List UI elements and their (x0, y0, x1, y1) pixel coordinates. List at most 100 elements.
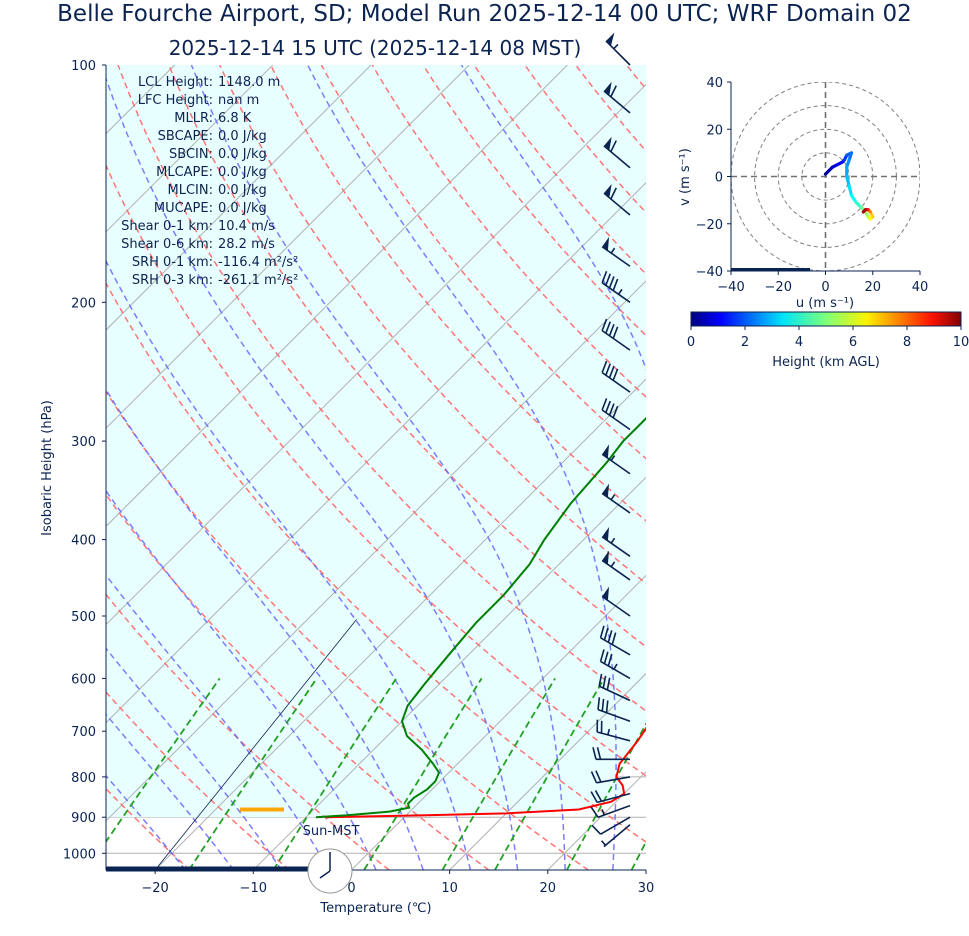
isotherm (252, 476, 646, 870)
dry-adiabat (269, 65, 646, 522)
isotherm (842, 65, 969, 870)
index-value: -116.4 m²/s² (218, 255, 298, 270)
mixing-ratio-line (272, 677, 397, 870)
moist-adiabat (106, 647, 283, 870)
index-value: -261.1 m²/s² (218, 273, 298, 288)
pressure-tick-label: 300 (71, 435, 96, 450)
colorbar-tick-label: 6 (849, 335, 857, 350)
x-axis-label: Temperature (℃) (319, 901, 431, 916)
mixing-ratio-line (106, 677, 221, 844)
index-label: SBCIN: (169, 147, 213, 162)
temperature-tick-label: 0 (347, 881, 355, 896)
wind-barb (599, 625, 631, 656)
wind-barb (601, 236, 631, 267)
pressure-tick-label: 100 (71, 59, 96, 74)
index-label: MLLR: (174, 111, 213, 126)
index-label: LFC Height: (138, 93, 213, 108)
hodograph-trace (847, 184, 854, 197)
wind-barb (601, 398, 631, 431)
pressure-tick-label: 1000 (63, 847, 96, 862)
colorbar-tick-label: 2 (741, 335, 749, 350)
isotherm (106, 65, 372, 331)
chart-title: Belle Fourche Airport, SD; Model Run 202… (57, 1, 912, 27)
isotherm (0, 65, 76, 870)
wind-barb (590, 790, 631, 804)
wind-barb (605, 32, 631, 66)
isotherm (106, 83, 646, 626)
mixing-ratio-line (566, 722, 646, 870)
index-label: MLCAPE: (156, 165, 213, 180)
mixing-ratio-line (441, 677, 556, 870)
temperature-tick-label: −10 (240, 881, 267, 896)
isotherm (106, 182, 646, 724)
wind-barb (601, 270, 631, 303)
mixing-ratio-line (363, 677, 483, 870)
index-label: LCL Height: (138, 75, 213, 90)
isotherm (645, 869, 646, 870)
colorbar-tick-label: 0 (687, 335, 695, 350)
pressure-tick-label: 500 (71, 610, 96, 625)
isotherm (106, 65, 568, 528)
parcel-path (154, 619, 357, 870)
index-label: SRH 0-1 km: (132, 255, 213, 270)
index-value: 0.0 J/kg (218, 201, 267, 216)
index-value: 0.0 J/kg (218, 147, 267, 162)
wind-barb (603, 81, 631, 114)
colorbar-tick-label: 4 (795, 335, 803, 350)
mixing-ratio-line (494, 677, 605, 870)
index-value: 0.0 J/kg (218, 183, 267, 198)
temperature-tick-label: −20 (141, 881, 168, 896)
colorbar-label: Height (km AGL) (772, 355, 880, 370)
colorbar-tick-label: 10 (953, 335, 969, 350)
moist-adiabat (106, 259, 472, 870)
hodograph-x-tick-label: −40 (717, 280, 744, 295)
height-colorbar: 0 2 4 6 8 10 Height (km AGL) (687, 311, 969, 370)
index-value: 1148.0 m (218, 75, 280, 90)
dry-adiabat (422, 65, 646, 337)
isotherm (106, 280, 646, 822)
wind-barb (601, 824, 631, 848)
hodograph-x-tick-label: −20 (765, 280, 792, 295)
pressure-tick-label: 900 (71, 811, 96, 826)
temperature-tick-label: 30 (638, 881, 655, 896)
dewpoint-profile (315, 416, 646, 819)
hodograph-x-label: u (m s⁻¹) (796, 296, 854, 311)
wind-barb (601, 444, 631, 475)
moist-adiabat (106, 388, 424, 870)
wind-barb (596, 719, 631, 742)
wind-barb (590, 804, 631, 819)
index-label: Shear 0-1 km: (121, 219, 213, 234)
hodograph-y-label: v (m s⁻¹) (678, 148, 693, 206)
hodograph-y-tick-label: 0 (715, 171, 723, 186)
wind-barb (601, 318, 631, 351)
mixing-ratio-line (679, 678, 776, 870)
isotherm (744, 65, 969, 870)
isotherm (154, 378, 646, 870)
index-value: 28.2 m/s (218, 237, 275, 252)
wind-barb (601, 550, 631, 581)
clock-icon (307, 848, 353, 894)
index-label: SRH 0-3 km: (132, 273, 213, 288)
wind-barb (598, 673, 631, 702)
dry-adiabat (106, 281, 646, 843)
wind-barb (591, 816, 631, 835)
index-label: SBCAPE: (158, 129, 213, 144)
chart-subtitle: 2025-12-14 15 UTC (2025-12-14 08 MST) (168, 36, 582, 60)
wind-barb (603, 183, 631, 216)
wind-barb (601, 360, 631, 393)
mixing-ratio-line (188, 677, 318, 870)
plot-content (0, 65, 969, 870)
dry-adiabat (106, 163, 646, 777)
colorbar-tick-label: 8 (903, 335, 911, 350)
moist-adiabat (106, 713, 235, 870)
pressure-tick-label: 400 (71, 534, 96, 549)
temperature-tick-label: 10 (441, 881, 458, 896)
isotherm (106, 65, 274, 233)
index-label: MLCIN: (168, 183, 213, 198)
sun-mst-label: Sun-MST (303, 824, 360, 839)
pressure-tick-label: 200 (71, 296, 96, 311)
wind-barb (592, 747, 630, 761)
temperature-profile (325, 726, 646, 819)
